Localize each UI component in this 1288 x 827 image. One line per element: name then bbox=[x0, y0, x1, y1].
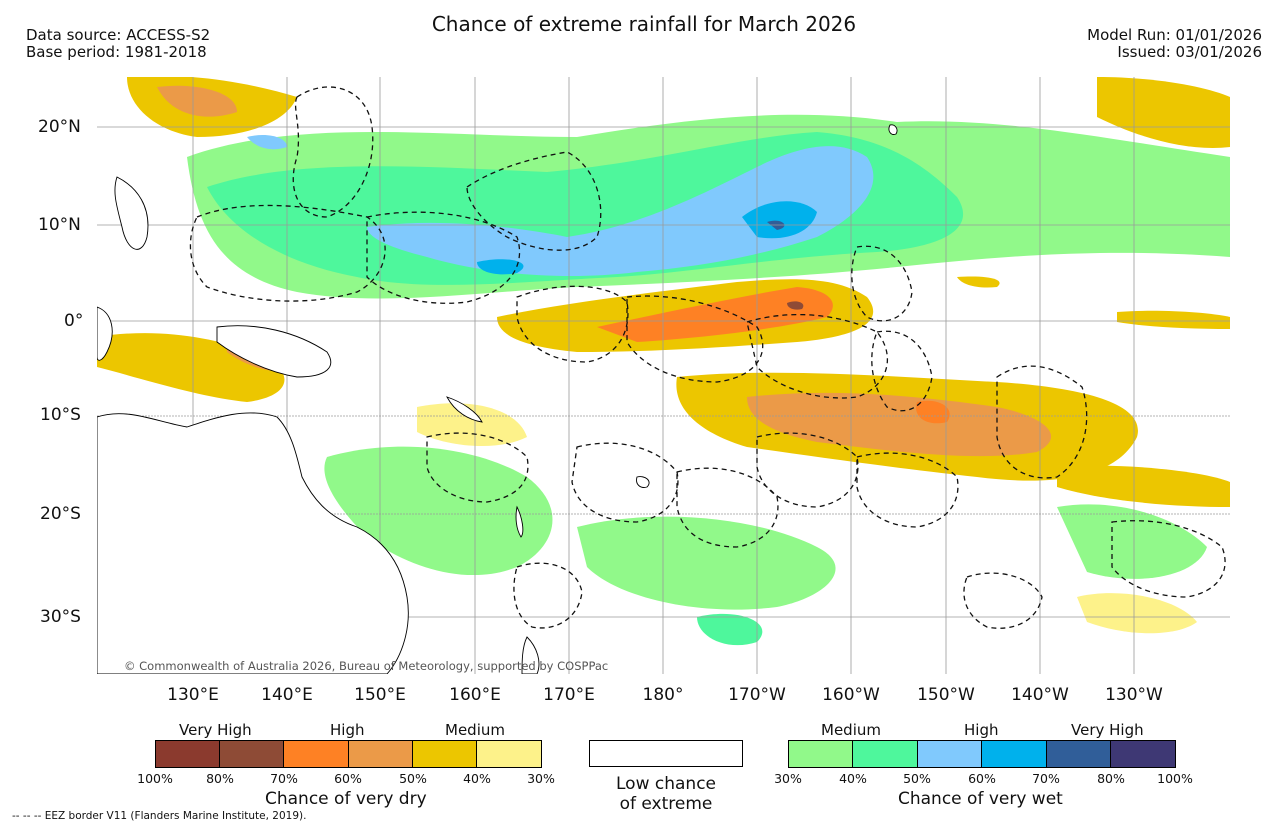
dry-tick-70: 70% bbox=[270, 771, 298, 786]
lon-label-130e: 130°E bbox=[167, 685, 219, 705]
lon-label-140w: 140°W bbox=[1011, 685, 1069, 705]
wet-tick-80: 80% bbox=[1097, 771, 1125, 786]
solomon-islands bbox=[446, 396, 483, 423]
copyright-notice: © Commonwealth of Australia 2026, Bureau… bbox=[124, 659, 609, 673]
philippines-landmass bbox=[114, 176, 149, 250]
base-period: Base period: 1981-2018 bbox=[26, 43, 207, 61]
lon-label-170e: 170°E bbox=[543, 685, 595, 705]
data-source-block: Data source: ACCESS-S2 Base period: 1981… bbox=[26, 27, 210, 61]
lon-label-170w: 170°W bbox=[728, 685, 786, 705]
dry-swatch-6 bbox=[476, 740, 542, 768]
wet-cat-medium: Medium bbox=[821, 721, 881, 739]
wet-tick-60: 60% bbox=[968, 771, 996, 786]
dry-tick-30: 30% bbox=[527, 771, 555, 786]
map-canvas bbox=[97, 77, 1230, 674]
lat-label-30s: 30°S bbox=[40, 607, 81, 627]
low-chance-line1: Low chance bbox=[616, 774, 716, 794]
data-source: Data source: ACCESS-S2 bbox=[26, 26, 211, 44]
dry-cat-high: High bbox=[330, 721, 365, 739]
lon-label-150e: 150°E bbox=[354, 685, 406, 705]
lon-label-140e: 140°E bbox=[261, 685, 313, 705]
lat-label-20s: 20°S bbox=[40, 504, 81, 524]
wet-tick-70: 70% bbox=[1032, 771, 1060, 786]
hawaii-island bbox=[888, 124, 898, 135]
dry-colorbar bbox=[155, 740, 542, 768]
low-chance-line2: of extreme bbox=[619, 794, 713, 814]
wet-tick-40: 40% bbox=[839, 771, 867, 786]
dry-swatch-5 bbox=[412, 740, 477, 768]
lat-label-10s: 10°S bbox=[40, 405, 81, 425]
dry-cat-medium: Medium bbox=[445, 721, 505, 739]
borneo-landmass bbox=[97, 306, 113, 361]
australia-landmass bbox=[97, 412, 409, 674]
new-guinea-landmass bbox=[216, 325, 332, 378]
lat-label-10n: 10°N bbox=[38, 215, 81, 235]
dry-tick-100: 100% bbox=[137, 771, 173, 786]
new-zealand-landmass bbox=[521, 636, 540, 674]
wet-cat-very-high: Very High bbox=[1071, 721, 1144, 739]
wet-colorbar bbox=[788, 740, 1176, 768]
lat-label-20n: 20°N bbox=[38, 117, 81, 137]
coastlines bbox=[97, 124, 898, 674]
dry-tick-50: 50% bbox=[399, 771, 427, 786]
eez-borders bbox=[189, 86, 1226, 629]
wet-tick-30: 30% bbox=[774, 771, 802, 786]
lon-label-160w: 160°W bbox=[822, 685, 880, 705]
eez-border-note: -- -- -- EEZ border V11 (Flanders Marine… bbox=[12, 810, 307, 822]
wet-regions bbox=[187, 114, 1230, 646]
wet-swatch-5 bbox=[1046, 740, 1111, 768]
wet-swatch-6 bbox=[1110, 740, 1176, 768]
issued-date: Issued: 03/01/2026 bbox=[1117, 43, 1262, 61]
wet-tick-100: 100% bbox=[1157, 771, 1193, 786]
wet-legend-title: Chance of very wet bbox=[898, 789, 1063, 809]
dry-tick-80: 80% bbox=[206, 771, 234, 786]
lon-label-160e: 160°E bbox=[449, 685, 501, 705]
dry-swatch-3 bbox=[283, 740, 349, 768]
wet-swatch-4 bbox=[981, 740, 1047, 768]
wet-swatch-3 bbox=[917, 740, 982, 768]
dry-legend-title: Chance of very dry bbox=[265, 789, 427, 809]
model-run-block: Model Run: 01/01/2026 Issued: 03/01/2026 bbox=[1087, 27, 1262, 61]
dry-swatch-4 bbox=[348, 740, 413, 768]
dry-tick-60: 60% bbox=[334, 771, 362, 786]
low-chance-label: Low chance of extreme bbox=[589, 774, 743, 814]
wet-swatch-1 bbox=[788, 740, 853, 768]
wet-cat-high: High bbox=[964, 721, 999, 739]
fiji-islands bbox=[636, 476, 650, 488]
wet-tick-50: 50% bbox=[903, 771, 931, 786]
wet-swatch-2 bbox=[852, 740, 918, 768]
lat-label-equator: 0° bbox=[64, 311, 84, 331]
map-title: Chance of extreme rainfall for March 202… bbox=[431, 12, 857, 36]
dry-tick-40: 40% bbox=[463, 771, 491, 786]
dry-swatch-1 bbox=[155, 740, 220, 768]
dry-cat-very-high: Very High bbox=[179, 721, 252, 739]
low-chance-swatch bbox=[589, 740, 743, 767]
model-run: Model Run: 01/01/2026 bbox=[1087, 26, 1262, 44]
rainfall-map bbox=[97, 77, 1230, 674]
lon-label-130w: 130°W bbox=[1105, 685, 1163, 705]
dry-swatch-2 bbox=[219, 740, 284, 768]
lon-label-150w: 150°W bbox=[917, 685, 975, 705]
lon-label-180: 180° bbox=[642, 685, 684, 705]
vanuatu-islands bbox=[515, 505, 524, 538]
